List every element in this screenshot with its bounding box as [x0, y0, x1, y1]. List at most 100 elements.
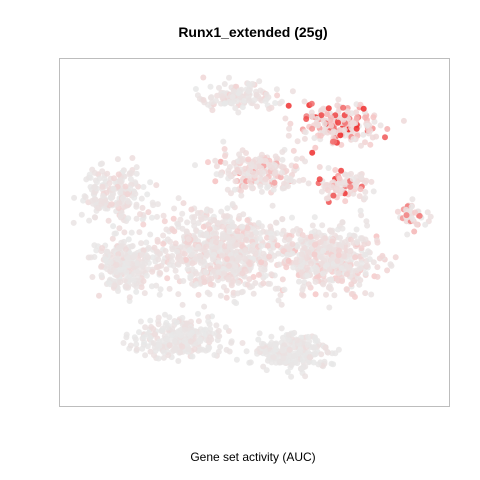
scatter-point: [285, 102, 292, 109]
scatter-point: [353, 267, 360, 274]
scatter-point: [318, 112, 325, 119]
scatter-point: [222, 160, 229, 166]
scatter-point: [115, 288, 121, 294]
scatter-point: [273, 346, 280, 353]
scatter-point: [325, 105, 332, 112]
scatter-point: [339, 278, 345, 285]
scatter-point: [192, 162, 198, 169]
scatter-point: [226, 262, 232, 269]
scatter-point: [226, 243, 233, 250]
scatter-point: [349, 119, 356, 126]
scatter-point: [262, 98, 269, 104]
scatter-point: [264, 234, 270, 241]
scatter-point: [255, 336, 262, 343]
scatter-point: [155, 314, 162, 321]
scatter-point: [150, 202, 157, 209]
scatter-point: [99, 168, 106, 175]
scatter-point: [236, 151, 243, 158]
scatter-point: [195, 291, 202, 298]
scatter-point: [83, 176, 90, 183]
scatter-point: [258, 243, 265, 250]
scatter-point: [229, 99, 235, 106]
scatter-point: [283, 167, 290, 174]
scatter-point: [311, 214, 318, 221]
scatter-point: [184, 266, 191, 272]
scatter-point: [338, 265, 345, 272]
scatter-point: [110, 223, 117, 230]
scatter-point: [222, 324, 229, 331]
scatter-point: [272, 153, 279, 160]
scatter-point: [157, 270, 164, 277]
scatter-point: [205, 159, 211, 166]
scatter-point: [144, 343, 151, 350]
scatter-point: [139, 204, 146, 211]
scatter-point: [219, 252, 226, 259]
scatter-point: [293, 156, 300, 162]
scatter-point: [189, 266, 196, 273]
scatter-point: [201, 303, 208, 310]
scatter-point: [114, 255, 121, 262]
scatter-point: [318, 260, 325, 267]
scatter-point: [222, 153, 228, 159]
scatter-point: [246, 97, 253, 104]
scatter-point: [335, 119, 342, 126]
scatter-point: [173, 274, 180, 281]
scatter-point: [129, 243, 136, 249]
scatter-point: [226, 74, 232, 81]
scatter-point: [337, 234, 343, 241]
scatter-point: [210, 217, 217, 224]
scatter-point: [155, 263, 162, 270]
scatter-point: [215, 269, 222, 276]
scatter-point: [136, 329, 142, 336]
scatter-point: [165, 352, 172, 359]
scatter-point: [188, 206, 195, 213]
scatter-point: [289, 241, 296, 248]
scatter-point: [297, 236, 304, 243]
scatter-point: [270, 354, 277, 361]
scatter-point: [356, 281, 363, 288]
scatter-point: [267, 223, 274, 230]
scatter-point: [302, 373, 309, 380]
scatter-point: [187, 273, 194, 280]
scatter-point: [309, 222, 316, 229]
scatter-point: [251, 164, 258, 171]
scatter-point: [179, 343, 186, 350]
scatter-point: [341, 253, 348, 260]
scatter-point: [246, 178, 253, 185]
scatter-point: [255, 271, 262, 278]
scatter-point: [196, 337, 203, 343]
scatter-point: [324, 129, 331, 136]
scatter-point: [275, 297, 282, 304]
scatter-point: [286, 346, 293, 353]
scatter-point: [353, 226, 360, 233]
scatter-point: [156, 291, 163, 298]
scatter-point: [213, 163, 220, 170]
scatter-point: [213, 97, 219, 104]
scatter-point: [140, 221, 147, 228]
scatter-point: [256, 330, 263, 337]
scatter-point: [337, 132, 344, 139]
scatter-point: [162, 322, 169, 329]
scatter-point: [314, 121, 321, 128]
scatter-point: [142, 352, 149, 359]
scatter-point: [290, 264, 297, 271]
scatter-point: [277, 292, 284, 298]
scatter-point: [149, 214, 155, 221]
scatter-point: [209, 107, 216, 114]
scatter-point: [368, 291, 375, 298]
scatter-point: [133, 346, 140, 353]
scatter-point: [384, 267, 391, 274]
scatter-point: [294, 138, 301, 145]
scatter-point: [335, 247, 342, 254]
scatter-point: [170, 215, 177, 222]
scatter-point: [260, 250, 267, 257]
scatter-point: [316, 176, 323, 183]
scatter-point: [384, 126, 391, 132]
scatter-point: [315, 361, 322, 368]
scatter-point: [305, 180, 312, 187]
scatter-point: [326, 283, 333, 289]
scatter-point: [280, 355, 287, 362]
scatter-point: [279, 156, 286, 163]
scatter-point: [242, 183, 249, 190]
scatter-point: [215, 259, 222, 266]
